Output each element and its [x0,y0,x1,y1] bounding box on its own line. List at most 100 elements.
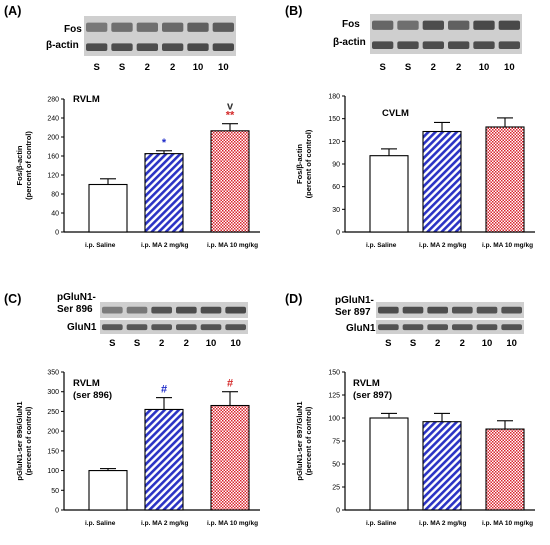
chart-title: CVLM [382,108,409,119]
bar-2 [485,428,525,511]
lane-label: S [410,338,416,349]
blot-band [187,43,209,51]
x-category-label: i.p. Saline [85,520,116,527]
blot-background [100,302,248,318]
blot-band [397,20,419,30]
blot-band [402,324,424,331]
blot-band [102,306,123,314]
x-category-label: i.p. MA 2 mg/kg [141,242,188,249]
blot-band [498,41,520,49]
blot-band [86,43,108,51]
y-tick-label: 150 [47,448,59,455]
x-category-label: i.p. Saline [366,520,397,527]
y-axis-label: pGluN1-ser 896/GluN1 [15,401,24,480]
significance-mark: ** [226,110,235,122]
y-tick-label: 280 [47,97,59,104]
lane-label: 2 [159,338,164,349]
lane-label: S [405,62,411,73]
blot-band [176,306,197,314]
blot-image-d-pglun1 [376,302,524,318]
chart-title: (ser 897) [353,390,392,401]
blot-background [370,36,522,54]
lane-label: 2 [145,62,150,73]
y-tick-label: 200 [47,429,59,436]
blot-band [397,41,419,49]
blot-label-a-bottom: β-actin [46,40,79,51]
lane-label: 10 [506,338,517,349]
lane-label: S [134,338,140,349]
y-tick-label: 120 [328,139,340,146]
blot-background [84,16,236,38]
y-tick-label: 100 [328,416,340,423]
chart-b-cvlm-fos: 0 30 60 90 120 150 180 Fos/β-actin (percent of c… [295,94,535,249]
y-axis-label-sub: (percent of control) [24,131,33,200]
blot-label-c-top-line2: Ser 896 [57,304,93,315]
x-category-label: i.p. MA 10 mg/kg [207,520,258,527]
lane-label: 2 [170,62,175,73]
blot-band [476,306,498,314]
blot-band [225,306,246,314]
y-axis-label-sub: (percent of control) [24,406,33,475]
y-tick-label: 350 [47,370,59,377]
blot-band [176,324,197,331]
y-tick-label: 250 [47,409,59,416]
y-tick-label: 100 [47,468,59,475]
x-category-label: i.p. MA 10 mg/kg [482,520,533,527]
blot-label-b-top: Fos [342,19,360,30]
blot-background [376,302,524,318]
blot-image-c-glun1 [100,320,248,334]
blot-band [378,306,399,314]
lane-label: 2 [431,62,436,73]
lane-label: 10 [230,338,241,349]
blot-band [452,324,473,331]
y-tick-label: 150 [328,116,340,123]
blot-band [212,22,234,32]
lane-label: 2 [184,338,189,349]
x-category-label: i.p. MA 10 mg/kg [207,242,258,249]
blot-band [448,41,470,49]
y-axis-label: Fos/β-actin [295,144,304,184]
blot-band [422,20,444,30]
blot-label-a-top: Fos [64,24,82,35]
blot-band [162,22,184,32]
blot-label-b-bottom: β-actin [333,37,366,48]
blot-image-b-actin [370,36,522,54]
y-tick-label: 30 [332,207,340,214]
y-tick-label: 120 [47,173,59,180]
significance-mark: v [227,101,234,113]
y-tick-label: 160 [47,154,59,161]
y-tick-label: 90 [332,162,340,169]
blot-band [476,324,498,331]
y-tick-label: 40 [51,211,59,218]
y-tick-label: 200 [47,135,59,142]
y-tick-label: 75 [332,439,340,446]
y-tick-label: 150 [328,370,340,377]
blot-band [111,43,133,51]
y-tick-label: 300 [47,389,59,396]
x-category-label: i.p. MA 10 mg/kg [482,242,533,249]
blot-band [473,20,495,30]
chart-d-rvlm-ser897: 0 25 50 75 100 125 150 pGluN1-ser 897/GluN1 (per… [295,370,535,527]
blot-band [212,43,234,51]
blot-band [187,22,209,32]
y-axis-label: Fos/β-actin [15,145,24,185]
x-category-label: i.p. Saline [366,242,397,249]
lane-label: 10 [218,62,229,73]
y-tick-label: 60 [332,184,340,191]
lane-label: 10 [482,338,493,349]
bar-1 [144,153,184,233]
y-tick-label: 80 [51,192,59,199]
blot-image-c-pglun1 [100,302,248,318]
blot-band [427,306,448,314]
lane-labels-a: S S 2 2 10 10 [93,62,228,73]
lane-label: S [119,62,125,73]
blot-band [501,324,522,331]
panel-label-d: (D) [285,292,302,306]
panel-label-c: (C) [4,292,21,306]
panel-label-b: (B) [285,4,302,18]
blot-band [111,22,133,32]
blot-band [225,324,246,331]
blot-band [200,324,222,331]
panel-label-a: (A) [4,4,21,18]
blot-band [498,20,520,30]
